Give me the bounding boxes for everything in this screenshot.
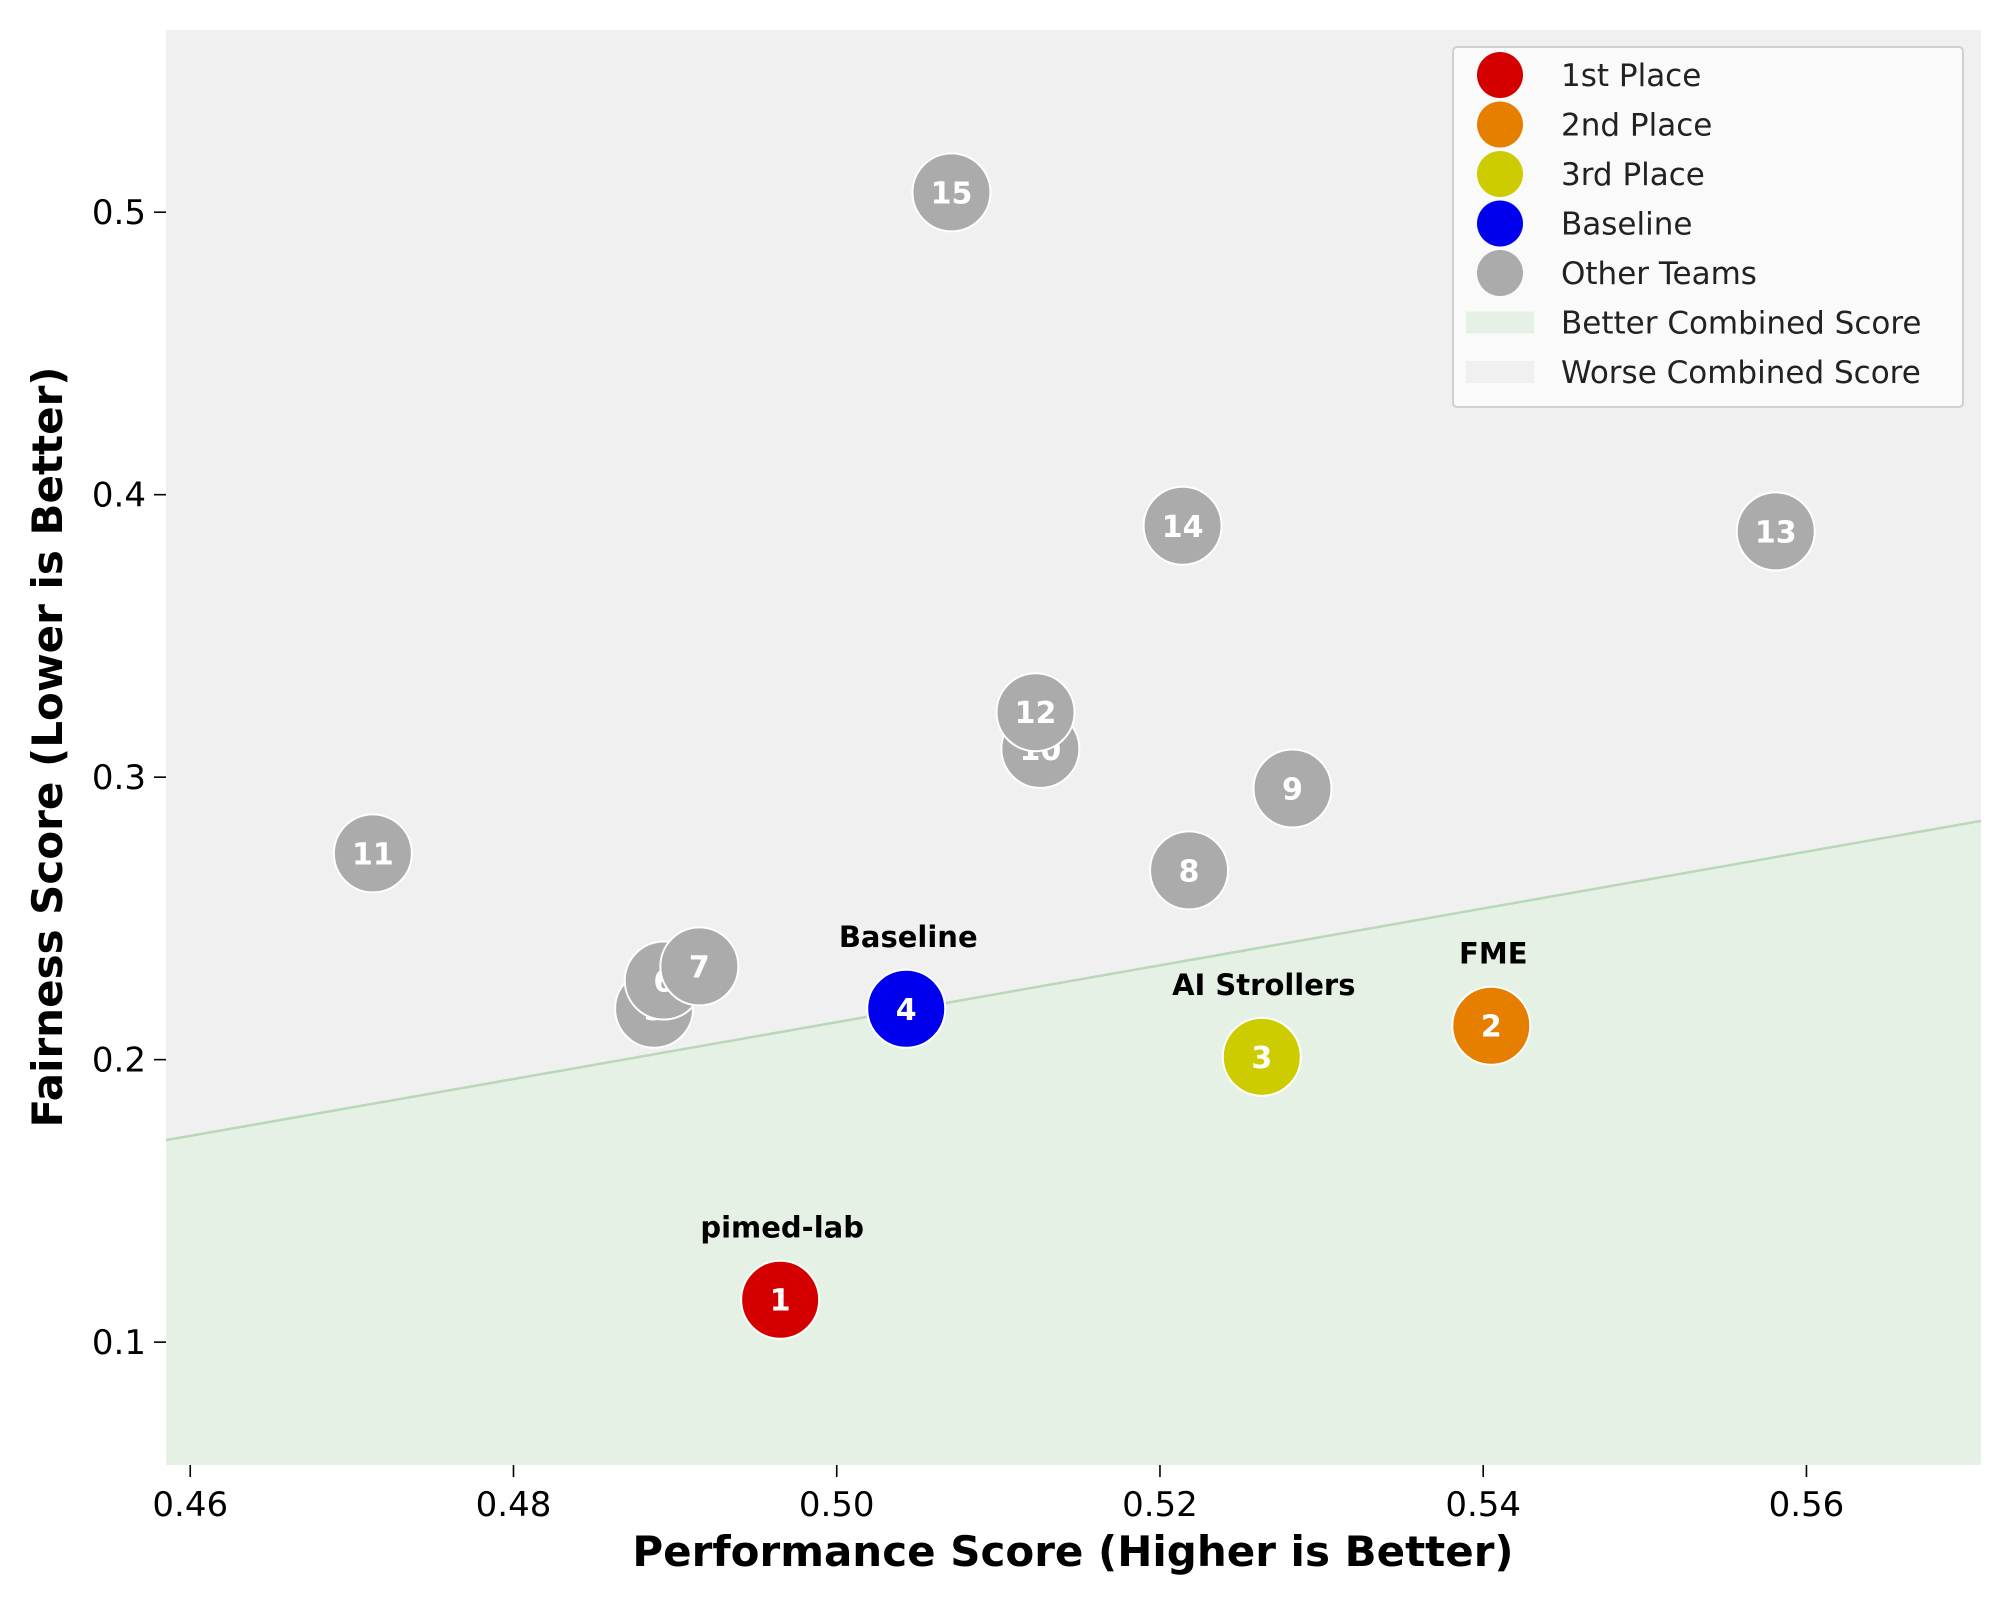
point-marker xyxy=(1149,830,1230,911)
y-axis: 0.1 0.2 0.3 0.4 0.5 xyxy=(92,193,166,1363)
point-annotation: pimed-lab xyxy=(700,1211,864,1245)
point-annotation: FME xyxy=(1459,937,1527,971)
point-rank-label: 3 xyxy=(1251,1041,1272,1076)
legend-marker xyxy=(1477,52,1523,98)
point-rank-label: 8 xyxy=(1179,854,1200,889)
data-point: 7 xyxy=(659,926,740,1007)
point-rank-label: 2 xyxy=(1481,1010,1502,1045)
y-tick-label: 0.5 xyxy=(92,193,146,233)
data-point: 1 xyxy=(740,1259,821,1340)
data-point: 15 xyxy=(911,152,992,233)
legend-marker xyxy=(1477,200,1523,247)
data-point: 14 xyxy=(1142,485,1223,566)
point-marker xyxy=(911,152,992,233)
data-point: 4 xyxy=(866,968,947,1049)
point-marker xyxy=(332,813,413,894)
point-rank-label: 13 xyxy=(1755,515,1797,550)
point-rank-label: 1 xyxy=(770,1284,791,1319)
legend-label: Other Teams xyxy=(1561,256,1757,292)
legend-box xyxy=(1452,46,1964,408)
data-point: 12 xyxy=(995,672,1076,753)
point-annotation: AI Strollers xyxy=(1172,968,1355,1002)
x-tick-label: 0.50 xyxy=(799,1485,875,1525)
point-rank-label: 11 xyxy=(352,837,394,872)
y-tick-label: 0.4 xyxy=(92,476,146,516)
legend-label: Baseline xyxy=(1561,207,1692,243)
point-marker xyxy=(740,1259,821,1340)
point-marker xyxy=(1252,748,1333,829)
x-tick-label: 0.52 xyxy=(1122,1485,1198,1525)
point-marker xyxy=(1735,491,1816,572)
legend-label: 1st Place xyxy=(1561,58,1701,94)
x-tick-label: 0.54 xyxy=(1445,1485,1521,1525)
legend-marker xyxy=(1477,151,1523,197)
point-marker xyxy=(995,672,1076,753)
data-point: 11 xyxy=(332,813,413,894)
better-region xyxy=(166,820,1981,1465)
x-tick-label: 0.46 xyxy=(152,1485,228,1525)
point-annotation: Baseline xyxy=(839,920,978,954)
legend-patch xyxy=(1466,361,1534,383)
data-point: 8 xyxy=(1149,830,1230,911)
y-tick-label: 0.1 xyxy=(92,1323,146,1363)
point-rank-label: 7 xyxy=(689,950,710,985)
x-axis: 0.46 0.48 0.50 0.52 0.54 0.56 xyxy=(152,1465,1844,1525)
boundary-line xyxy=(165,819,1982,1142)
y-axis-title: Fairness Score (Lower is Better) xyxy=(23,366,72,1127)
point-rank-label: 15 xyxy=(931,176,973,211)
x-tick-label: 0.48 xyxy=(476,1485,552,1525)
point-marker xyxy=(1451,985,1532,1066)
point-annotations: pimed-lab FME AI Strollers Baseline xyxy=(700,920,1527,1245)
point-marker xyxy=(866,968,947,1049)
point-rank-label: 14 xyxy=(1162,510,1204,545)
data-point: 9 xyxy=(1252,748,1333,829)
legend-patch xyxy=(1466,311,1534,334)
legend-label: 3rd Place xyxy=(1561,157,1705,193)
legend-marker xyxy=(1477,101,1523,148)
point-rank-label: 4 xyxy=(896,993,917,1028)
point-rank-label: 9 xyxy=(1282,772,1303,807)
point-marker xyxy=(659,926,740,1007)
legend-label: Worse Combined Score xyxy=(1561,355,1921,391)
y-tick-label: 0.2 xyxy=(92,1041,146,1081)
data-point: 13 xyxy=(1735,491,1816,572)
x-tick-label: 0.56 xyxy=(1769,1485,1845,1525)
point-marker xyxy=(1142,485,1223,566)
legend-label: Better Combined Score xyxy=(1561,306,1922,342)
legend-label: 2nd Place xyxy=(1561,108,1712,144)
data-points: 567891011121314154321 xyxy=(332,152,1816,1340)
data-point: 2 xyxy=(1451,985,1532,1066)
legend-marker xyxy=(1477,250,1523,296)
data-point: 3 xyxy=(1221,1016,1302,1097)
x-axis-title: Performance Score (Higher is Better) xyxy=(632,1527,1513,1576)
point-marker xyxy=(1221,1016,1302,1097)
legend: 1st Place 2nd Place 3rd Place Baseline Other… xyxy=(1452,46,1964,408)
y-tick-label: 0.3 xyxy=(92,758,146,798)
point-rank-label: 12 xyxy=(1015,696,1057,731)
